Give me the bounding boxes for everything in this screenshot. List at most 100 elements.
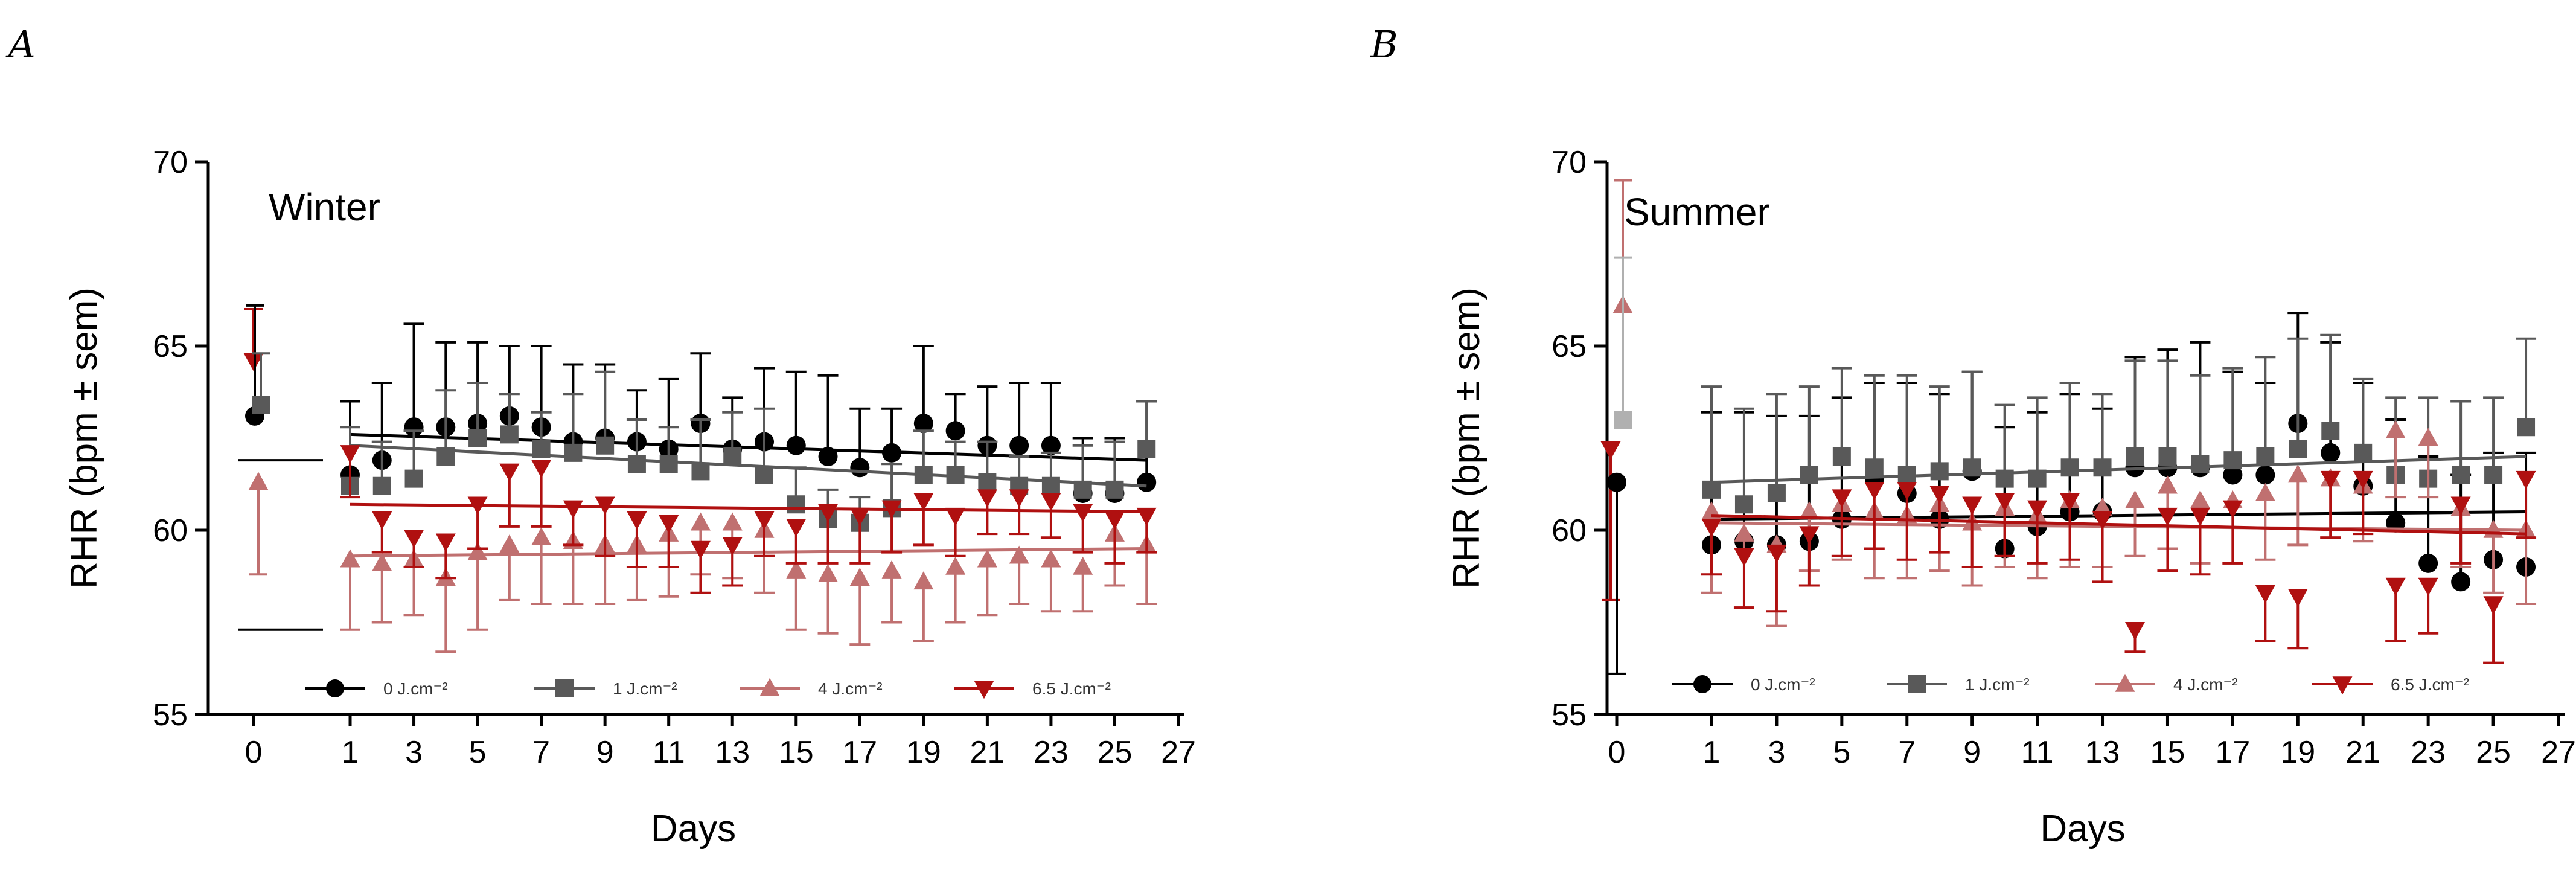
data-point <box>1041 476 1060 495</box>
series-4-j-cm-2 <box>340 512 1157 653</box>
panel-label-a: A <box>5 22 36 66</box>
data-point <box>1009 489 1029 508</box>
legend-label: 0 J.cm⁻² <box>383 679 448 698</box>
data-point <box>1800 466 1818 484</box>
y-tick-label: 65 <box>153 329 188 364</box>
data-point <box>1832 489 1852 508</box>
data-point <box>1137 440 1156 458</box>
legend-label: 6.5 J.cm⁻² <box>1032 679 1111 698</box>
data-point <box>2418 428 2438 446</box>
data-point <box>1897 466 1916 484</box>
data-point <box>1009 545 1029 564</box>
data-point <box>1799 526 1820 545</box>
legend-marker <box>1908 675 1926 693</box>
data-point <box>2354 443 2373 462</box>
legend-item: 6.5 J.cm⁻² <box>2312 675 2469 695</box>
data-point <box>690 512 711 531</box>
data-point <box>372 511 392 530</box>
series-6-5-j-cm-2 <box>340 445 1157 594</box>
data-point <box>1832 447 1851 466</box>
x-tick-label: 1 <box>1703 735 1721 770</box>
data-point <box>467 496 488 515</box>
data-point <box>913 493 934 511</box>
x-tick-label: 21 <box>970 735 1005 770</box>
data-point <box>2516 470 2536 489</box>
data-point <box>500 425 519 444</box>
data-point <box>818 563 839 582</box>
series-4-j-cm-2 <box>1701 420 2537 627</box>
data-point <box>2321 422 2340 440</box>
data-point <box>404 530 424 548</box>
data-point <box>596 436 615 455</box>
data-point <box>1962 496 1983 515</box>
trend-line <box>1711 455 2526 484</box>
data-point <box>532 440 551 458</box>
chart-title: Summer <box>1624 190 1770 234</box>
data-point <box>722 512 743 531</box>
data-point <box>2321 443 2341 463</box>
legend-marker <box>974 681 994 699</box>
data-point <box>1963 458 1981 477</box>
data-point <box>691 462 710 481</box>
data-point <box>467 542 488 560</box>
legend-marker <box>1693 675 1711 693</box>
legend-label: 0 J.cm⁻² <box>1751 675 1815 694</box>
y-tick-label: 60 <box>1552 513 1587 548</box>
y-tick-label: 60 <box>153 513 188 548</box>
data-point <box>2385 577 2406 596</box>
data-point <box>881 500 902 519</box>
legend-label: 1 J.cm⁻² <box>613 679 677 698</box>
data-point <box>2385 420 2406 439</box>
data-point <box>1073 480 1092 499</box>
data-point <box>2223 451 2242 470</box>
data-point <box>1865 458 1884 477</box>
data-point <box>849 568 870 586</box>
data-point <box>372 553 392 571</box>
baseline-point <box>1614 411 1632 429</box>
data-point <box>2255 482 2275 501</box>
data-point <box>2093 458 2112 477</box>
data-point <box>849 507 870 526</box>
data-point <box>435 533 456 552</box>
x-tick-label: 13 <box>715 735 750 770</box>
x-tick-label: 3 <box>405 735 423 770</box>
data-point <box>2320 470 2341 489</box>
data-point <box>595 496 615 515</box>
data-point <box>2027 500 2048 519</box>
data-point <box>627 455 646 473</box>
data-point <box>1930 462 1949 481</box>
data-point <box>786 519 807 537</box>
legend-marker <box>555 679 574 697</box>
x-tick-label: 21 <box>2345 735 2380 770</box>
legend-item: 1 J.cm⁻² <box>1887 675 2030 694</box>
baseline-point <box>1600 441 1621 460</box>
series-0-j-cm-2 <box>340 322 1157 503</box>
data-point <box>1995 469 2014 488</box>
trend-line <box>1711 521 2526 532</box>
data-point <box>659 455 678 473</box>
x-tick-label: 27 <box>2541 735 2576 770</box>
data-point <box>2450 496 2471 515</box>
data-point <box>404 469 423 488</box>
y-tick-label: 65 <box>1552 329 1587 364</box>
data-point <box>372 476 391 495</box>
data-point <box>564 443 583 462</box>
legend-label: 1 J.cm⁻² <box>1965 675 2030 694</box>
data-point <box>1137 472 1157 492</box>
trend-line <box>1711 514 2526 536</box>
data-point <box>945 556 966 575</box>
x-tick-label: 7 <box>532 735 550 770</box>
legend-item: 6.5 J.cm⁻² <box>954 679 1111 699</box>
data-point <box>2223 465 2243 485</box>
data-point <box>1864 482 1885 501</box>
data-point <box>531 460 552 478</box>
x-tick-label: 9 <box>596 735 614 770</box>
data-point <box>340 445 360 464</box>
x-tick-label: 5 <box>1833 735 1850 770</box>
legend-label: 4 J.cm⁻² <box>818 679 883 698</box>
data-point <box>1929 486 1950 504</box>
data-point <box>786 560 807 579</box>
